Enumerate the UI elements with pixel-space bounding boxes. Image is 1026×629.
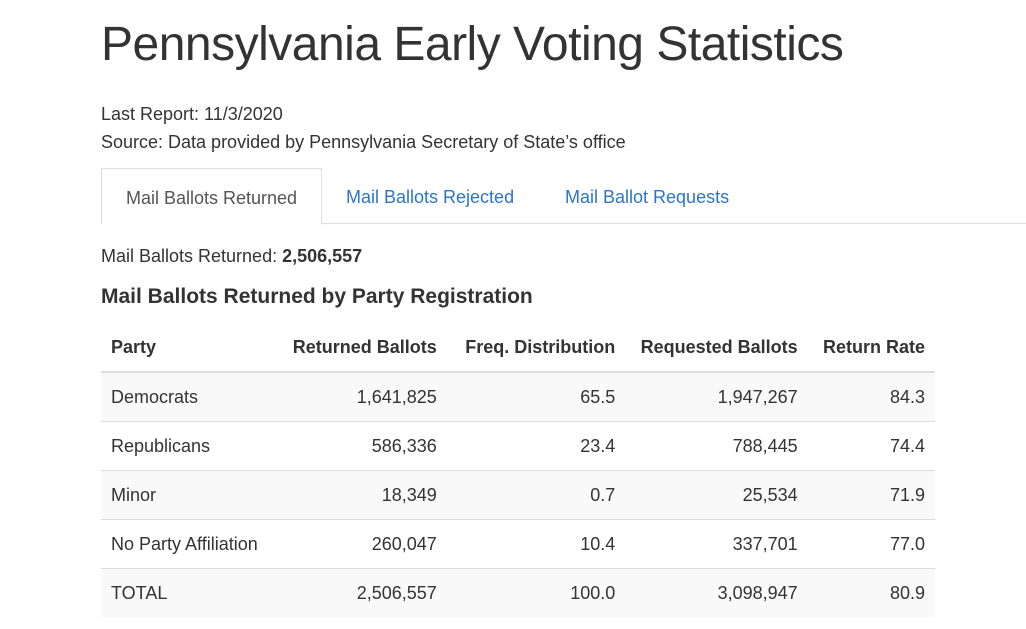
- cell-requested-ballots: 337,701: [625, 519, 808, 569]
- cell-freq-distribution: 10.4: [446, 519, 626, 569]
- header-party: Party: [101, 323, 280, 373]
- page-content: Pennsylvania Early Voting Statistics Las…: [101, 0, 1026, 617]
- tab-mail-ballot-requests[interactable]: Mail Ballot Requests: [565, 187, 730, 207]
- tab-mail-ballots-returned[interactable]: Mail Ballots Returned: [101, 168, 322, 225]
- table-row: Republicans 586,336 23.4 788,445 74.4: [101, 421, 935, 471]
- source-text: Source: Data provided by Pennsylvania Se…: [101, 132, 626, 152]
- cell-freq-distribution: 23.4: [446, 421, 626, 471]
- last-report-text: Last Report: 11/3/2020: [101, 104, 283, 124]
- cell-requested-ballots: 1,947,267: [625, 371, 808, 422]
- cell-requested-ballots: 788,445: [625, 421, 808, 471]
- cell-return-rate: 84.3: [807, 371, 935, 422]
- summary-label: Mail Ballots Returned:: [101, 246, 278, 266]
- cell-party: Republicans: [101, 421, 280, 471]
- table-header-row: Party Returned Ballots Freq. Distributio…: [101, 323, 935, 373]
- table-row-total: TOTAL 2,506,557 100.0 3,098,947 80.9: [101, 568, 935, 617]
- header-returned-ballots: Returned Ballots: [279, 323, 447, 373]
- page-title: Pennsylvania Early Voting Statistics: [101, 18, 844, 71]
- cell-returned-ballots: 260,047: [279, 519, 447, 569]
- table-row: Democrats 1,641,825 65.5 1,947,267 84.3: [101, 371, 935, 422]
- section-title: Mail Ballots Returned by Party Registrat…: [101, 285, 533, 308]
- header-return-rate: Return Rate: [807, 323, 935, 373]
- tab-mail-ballots-rejected[interactable]: Mail Ballots Rejected: [346, 187, 515, 207]
- cell-freq-distribution: 65.5: [446, 371, 626, 422]
- header-requested-ballots: Requested Ballots: [625, 323, 808, 373]
- cell-requested-ballots: 25,534: [625, 470, 808, 520]
- cell-freq-distribution: 100.0: [446, 568, 626, 617]
- cell-return-rate: 71.9: [807, 470, 935, 520]
- cell-returned-ballots: 1,641,825: [279, 371, 447, 422]
- cell-returned-ballots: 2,506,557: [279, 568, 447, 617]
- header-freq-distribution: Freq. Distribution: [446, 323, 626, 373]
- cell-returned-ballots: 18,349: [279, 470, 447, 520]
- table-row: Minor 18,349 0.7 25,534 71.9: [101, 470, 935, 520]
- table-row: No Party Affiliation 260,047 10.4 337,70…: [101, 519, 935, 569]
- cell-returned-ballots: 586,336: [279, 421, 447, 471]
- party-stats-table: Party Returned Ballots Freq. Distributio…: [101, 323, 935, 617]
- cell-party: No Party Affiliation: [101, 519, 280, 569]
- cell-freq-distribution: 0.7: [446, 470, 626, 520]
- cell-party: Democrats: [101, 371, 280, 422]
- summary-value: 2,506,557: [282, 246, 363, 266]
- cell-party: Minor: [101, 470, 280, 520]
- cell-party: TOTAL: [101, 568, 280, 617]
- cell-return-rate: 80.9: [807, 568, 935, 617]
- report-meta: Last Report: 11/3/2020 Source: Data prov…: [101, 100, 626, 156]
- cell-return-rate: 74.4: [807, 421, 935, 471]
- cell-return-rate: 77.0: [807, 519, 935, 569]
- returned-summary: Mail Ballots Returned: 2,506,557: [101, 242, 362, 270]
- tab-bar: Mail Ballots Returned Mail Ballots Rejec…: [101, 168, 1026, 225]
- cell-requested-ballots: 3,098,947: [625, 568, 808, 617]
